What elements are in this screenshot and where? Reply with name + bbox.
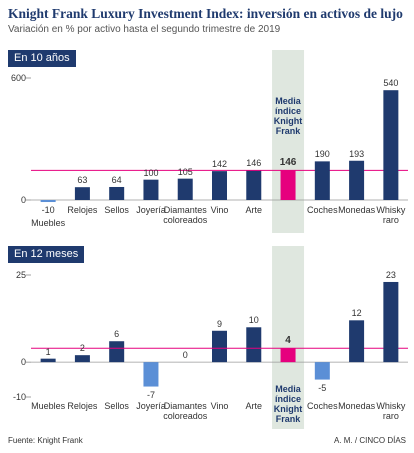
value-label: 12 [351, 308, 362, 319]
x-tick-label: Diamantes coloreados [163, 401, 208, 421]
value-label: 0 [182, 350, 188, 361]
bar [143, 362, 159, 387]
x-tick-label: Media índice Knight Frank [273, 384, 303, 425]
x-tick-label: Coches [307, 205, 338, 215]
value-label: 146 [246, 158, 262, 169]
panel-title: En 10 años [8, 50, 76, 67]
value-label: 6 [114, 329, 120, 340]
bar [383, 281, 399, 363]
bar [314, 161, 330, 200]
x-tick-label: Media índice Knight Frank [273, 96, 303, 136]
x-tick-label: Muebles [31, 218, 66, 229]
bar [246, 170, 262, 200]
x-tick-label: Whisky raro [376, 205, 406, 225]
bar [349, 160, 365, 200]
x-tick-label: Arte [245, 205, 263, 215]
x-tick-label: Monedas [338, 205, 376, 215]
highlight-band [272, 50, 305, 233]
bar [212, 171, 227, 200]
value-label: -5 [318, 382, 327, 393]
bar [349, 320, 365, 363]
bar [40, 358, 56, 363]
bar [212, 330, 227, 363]
x-tick-label: Arte [245, 401, 263, 411]
bar [280, 348, 296, 363]
title: Knight Frank Luxury Investment Index: in… [8, 6, 403, 21]
value-label: 10 [248, 315, 259, 326]
x-tick-label: Diamantes coloreados [163, 205, 208, 225]
bar [177, 178, 193, 200]
bar [74, 187, 90, 200]
x-tick-label: Muebles [31, 401, 66, 411]
x-tick-label: Whisky raro [376, 401, 406, 421]
bar [109, 186, 125, 200]
value-label: 4 [285, 335, 291, 347]
x-tick-label: Joyería [136, 401, 166, 411]
bar [40, 200, 56, 203]
bar [109, 341, 125, 363]
bar [246, 327, 262, 363]
value-label: 63 [77, 175, 88, 186]
x-tick-label: Sellos [104, 401, 129, 411]
x-tick-label: Vino [210, 401, 229, 411]
y-tick-label: 25 [15, 270, 26, 280]
bar [383, 90, 399, 200]
y-tick-label: -10 [12, 392, 26, 402]
highlight-band [272, 246, 305, 429]
x-tick-label: Monedas [338, 401, 376, 411]
subtitle: Variación en % por activo hasta el segun… [8, 24, 281, 35]
x-tick-label: Relojes [67, 401, 98, 411]
source: Fuente: Knight Frank [8, 436, 83, 445]
panel-title: En 12 meses [8, 246, 85, 263]
value-label: 146 [279, 157, 297, 169]
value-label: -7 [146, 389, 155, 400]
credit: A. M. / CINCO DÍAS [333, 436, 406, 445]
value-label: 64 [111, 174, 122, 185]
y-tick-label: 0 [20, 195, 26, 205]
value-label: 2 [79, 343, 85, 354]
value-label: 142 [211, 159, 228, 170]
value-label: 100 [143, 167, 159, 178]
y-tick-label: 0 [20, 357, 26, 368]
value-label: 540 [383, 78, 399, 89]
x-tick-label: Vino [210, 205, 229, 215]
value-label: 105 [177, 166, 193, 177]
x-tick-label: Relojes [67, 205, 98, 215]
bar [74, 355, 90, 363]
x-tick-label: Sellos [104, 205, 129, 215]
x-tick-label: Joyería [136, 205, 166, 215]
value-label: -10 [41, 205, 55, 216]
x-tick-label: Coches [307, 401, 338, 411]
bar [314, 362, 330, 380]
value-label: 193 [349, 148, 365, 159]
value-label: 1 [45, 346, 51, 357]
value-label: 190 [314, 149, 330, 160]
bar [280, 170, 296, 200]
value-label: 9 [216, 318, 223, 329]
value-label: 23 [385, 269, 396, 280]
y-tick-label: 600 [10, 73, 26, 83]
bar [143, 179, 159, 200]
